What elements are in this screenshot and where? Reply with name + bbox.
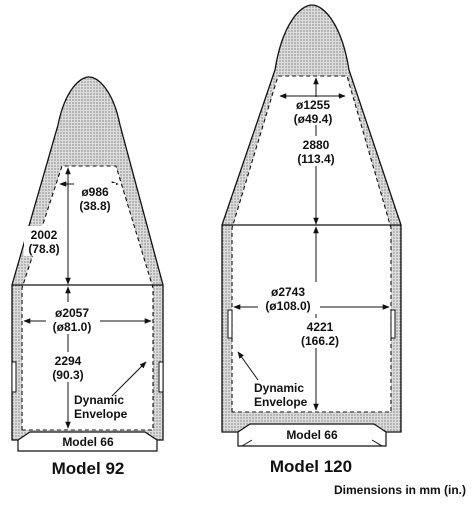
model120-cone-height-in-label: (113.4) [297, 152, 334, 166]
units-note: Dimensions in mm (in.) [334, 483, 466, 497]
model92-cone-height-in-label: (78.8) [28, 242, 59, 256]
model92-fairing: ø986 (38.8) 2002 (78.8) ø2057 (ø81.0) 22… [11, 76, 164, 478]
model120-adapter [237, 423, 387, 447]
model92-envelope-label-line1: Dynamic [74, 393, 124, 407]
model92-body-diameter-label: ø2057 [55, 306, 89, 320]
model120-top-diameter-label: ø1255 [296, 98, 330, 112]
model92-title: Model 92 [52, 459, 125, 478]
model92-body-height-label: 2294 [55, 354, 82, 368]
model92-adapter-label: Model 66 [62, 435, 114, 449]
model92-left-rib [11, 361, 17, 393]
model92-adapter [17, 431, 158, 452]
model120-title: Model 120 [270, 457, 352, 476]
model120-envelope-leader [237, 351, 259, 381]
model92-cone-height-label: 2002 [31, 228, 58, 242]
model120-right-rib [390, 309, 396, 339]
model120-left-rib [227, 309, 233, 339]
model92-top-diameter-label: ø986 [81, 185, 109, 199]
model92-body-diameter-in-label: (ø81.0) [53, 320, 92, 334]
model92-body-height-in-label: (90.3) [52, 368, 83, 382]
model120-body-diameter-in-label: (ø108.0) [265, 299, 310, 313]
model120-inner-envelope [231, 75, 392, 413]
model120-body-height-label: 4221 [307, 320, 334, 334]
model120-fairing: ø1255 (ø49.4) 2880 (113.4) ø2743 (ø108.0… [221, 4, 402, 476]
model120-body-diameter-label: ø2743 [271, 285, 305, 299]
model120-cone-height-label: 2880 [303, 138, 330, 152]
model120-envelope-label-line2: Envelope [254, 395, 308, 409]
model92-right-rib [158, 361, 164, 393]
model92-top-diameter-in-label: (38.8) [79, 199, 110, 213]
model120-adapter-feet [241, 439, 383, 447]
model92-envelope-leader [111, 361, 147, 397]
model120-envelope-label-line1: Dynamic [254, 381, 304, 395]
model120-top-diameter-in-label: (ø49.4) [294, 112, 333, 126]
model120-body-height-in-label: (166.2) [301, 334, 339, 348]
model92-envelope-label-line2: Envelope [74, 407, 128, 421]
model120-adapter-label: Model 66 [286, 428, 338, 442]
